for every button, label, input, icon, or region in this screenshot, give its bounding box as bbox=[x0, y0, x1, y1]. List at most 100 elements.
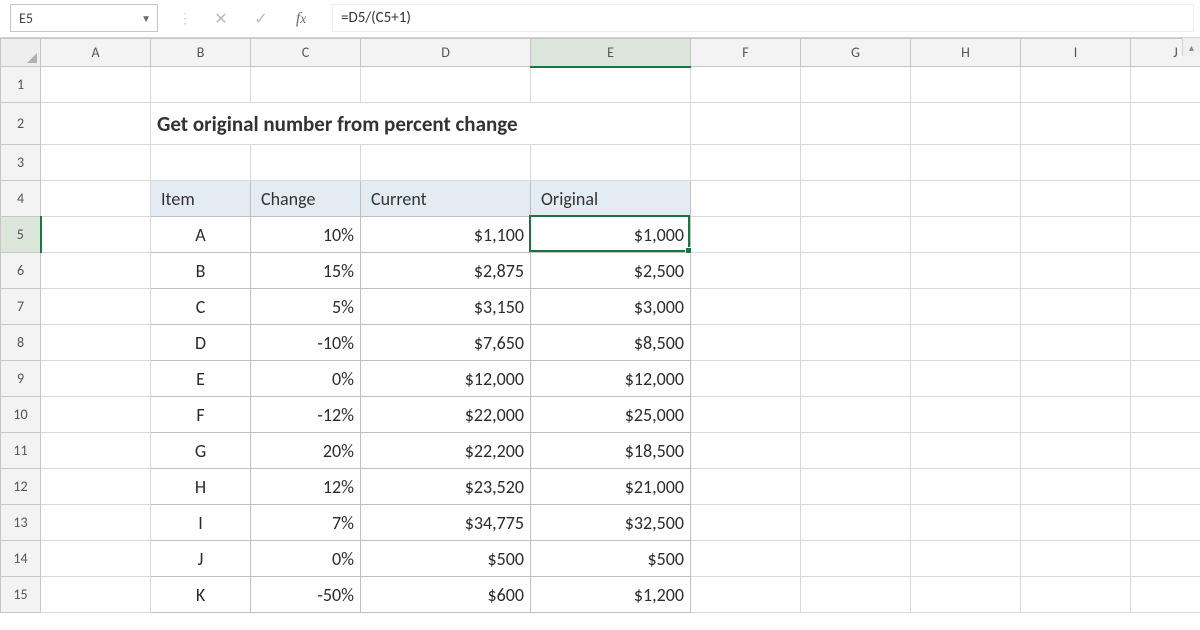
cell-G10[interactable] bbox=[801, 397, 911, 433]
cell-A5[interactable] bbox=[41, 217, 151, 253]
cell-H2[interactable] bbox=[911, 103, 1021, 145]
cell-E3[interactable] bbox=[531, 145, 691, 181]
column-header-G[interactable]: G bbox=[801, 39, 911, 67]
cell-F6[interactable] bbox=[691, 253, 801, 289]
cell-A13[interactable] bbox=[41, 505, 151, 541]
cell-H5[interactable] bbox=[911, 217, 1021, 253]
cell-B15[interactable]: K bbox=[151, 577, 251, 613]
cell-D14[interactable]: $500 bbox=[361, 541, 531, 577]
column-header-C[interactable]: C bbox=[251, 39, 361, 67]
cell-C12[interactable]: 12% bbox=[251, 469, 361, 505]
row-header-13[interactable]: 13 bbox=[1, 505, 41, 541]
cell-D1[interactable] bbox=[361, 67, 531, 103]
cell-E14[interactable]: $500 bbox=[531, 541, 691, 577]
cancel-icon[interactable]: ✕ bbox=[210, 9, 232, 29]
cell-H7[interactable] bbox=[911, 289, 1021, 325]
cell-A14[interactable] bbox=[41, 541, 151, 577]
cell-I8[interactable] bbox=[1021, 325, 1131, 361]
cell-F2[interactable] bbox=[691, 103, 801, 145]
cell-A3[interactable] bbox=[41, 145, 151, 181]
column-header-D[interactable]: D bbox=[361, 39, 531, 67]
row-header-9[interactable]: 9 bbox=[1, 361, 41, 397]
cell-D4[interactable]: Current bbox=[361, 181, 531, 217]
cell-A7[interactable] bbox=[41, 289, 151, 325]
cell-C1[interactable] bbox=[251, 67, 361, 103]
cell-E1[interactable] bbox=[531, 67, 691, 103]
cell-F8[interactable] bbox=[691, 325, 801, 361]
cell-G1[interactable] bbox=[801, 67, 911, 103]
cell-D3[interactable] bbox=[361, 145, 531, 181]
row-header-6[interactable]: 6 bbox=[1, 253, 41, 289]
cell-F15[interactable] bbox=[691, 577, 801, 613]
cell-E13[interactable]: $32,500 bbox=[531, 505, 691, 541]
cell-H14[interactable] bbox=[911, 541, 1021, 577]
row-header-10[interactable]: 10 bbox=[1, 397, 41, 433]
cell-J10[interactable] bbox=[1131, 397, 1200, 433]
cell-F10[interactable] bbox=[691, 397, 801, 433]
cell-C6[interactable]: 15% bbox=[251, 253, 361, 289]
cell-C4[interactable]: Change bbox=[251, 181, 361, 217]
cell-G9[interactable] bbox=[801, 361, 911, 397]
cell-F11[interactable] bbox=[691, 433, 801, 469]
cell-I6[interactable] bbox=[1021, 253, 1131, 289]
cell-B8[interactable]: D bbox=[151, 325, 251, 361]
cell-I7[interactable] bbox=[1021, 289, 1131, 325]
cell-G5[interactable] bbox=[801, 217, 911, 253]
row-header-3[interactable]: 3 bbox=[1, 145, 41, 181]
cell-D11[interactable]: $22,200 bbox=[361, 433, 531, 469]
cell-F14[interactable] bbox=[691, 541, 801, 577]
cell-H11[interactable] bbox=[911, 433, 1021, 469]
cell-B5[interactable]: A bbox=[151, 217, 251, 253]
cell-J6[interactable] bbox=[1131, 253, 1200, 289]
cell-B4[interactable]: Item bbox=[151, 181, 251, 217]
column-header-B[interactable]: B bbox=[151, 39, 251, 67]
cell-D6[interactable]: $2,875 bbox=[361, 253, 531, 289]
cell-A2[interactable] bbox=[41, 103, 151, 145]
column-header-E[interactable]: E bbox=[531, 39, 691, 67]
cell-I4[interactable] bbox=[1021, 181, 1131, 217]
cell-C13[interactable]: 7% bbox=[251, 505, 361, 541]
cell-D8[interactable]: $7,650 bbox=[361, 325, 531, 361]
row-header-15[interactable]: 15 bbox=[1, 577, 41, 613]
cell-B2[interactable]: Get original number from percent change bbox=[151, 103, 691, 145]
row-header-5[interactable]: 5 bbox=[1, 217, 41, 253]
cell-E7[interactable]: $3,000 bbox=[531, 289, 691, 325]
cell-D10[interactable]: $22,000 bbox=[361, 397, 531, 433]
cell-D7[interactable]: $3,150 bbox=[361, 289, 531, 325]
cell-H13[interactable] bbox=[911, 505, 1021, 541]
cell-G12[interactable] bbox=[801, 469, 911, 505]
cell-B11[interactable]: G bbox=[151, 433, 251, 469]
cell-A6[interactable] bbox=[41, 253, 151, 289]
cell-I15[interactable] bbox=[1021, 577, 1131, 613]
cell-H15[interactable] bbox=[911, 577, 1021, 613]
cell-C8[interactable]: -10% bbox=[251, 325, 361, 361]
cell-G15[interactable] bbox=[801, 577, 911, 613]
cell-A10[interactable] bbox=[41, 397, 151, 433]
cell-F1[interactable] bbox=[691, 67, 801, 103]
select-all-corner[interactable] bbox=[1, 39, 41, 67]
cell-B6[interactable]: B bbox=[151, 253, 251, 289]
cell-D13[interactable]: $34,775 bbox=[361, 505, 531, 541]
cell-J1[interactable] bbox=[1131, 67, 1200, 103]
cell-E10[interactable]: $25,000 bbox=[531, 397, 691, 433]
row-header-14[interactable]: 14 bbox=[1, 541, 41, 577]
cell-C15[interactable]: -50% bbox=[251, 577, 361, 613]
cell-G13[interactable] bbox=[801, 505, 911, 541]
cell-I11[interactable] bbox=[1021, 433, 1131, 469]
cell-B9[interactable]: E bbox=[151, 361, 251, 397]
column-header-I[interactable]: I bbox=[1021, 39, 1131, 67]
cell-J14[interactable] bbox=[1131, 541, 1200, 577]
cell-I10[interactable] bbox=[1021, 397, 1131, 433]
cell-E11[interactable]: $18,500 bbox=[531, 433, 691, 469]
cell-F12[interactable] bbox=[691, 469, 801, 505]
cell-D12[interactable]: $23,520 bbox=[361, 469, 531, 505]
cell-J13[interactable] bbox=[1131, 505, 1200, 541]
cell-A4[interactable] bbox=[41, 181, 151, 217]
cell-J8[interactable] bbox=[1131, 325, 1200, 361]
row-header-2[interactable]: 2 bbox=[1, 103, 41, 145]
cell-G11[interactable] bbox=[801, 433, 911, 469]
cell-E9[interactable]: $12,000 bbox=[531, 361, 691, 397]
cell-A1[interactable] bbox=[41, 67, 151, 103]
cell-B1[interactable] bbox=[151, 67, 251, 103]
cell-F7[interactable] bbox=[691, 289, 801, 325]
